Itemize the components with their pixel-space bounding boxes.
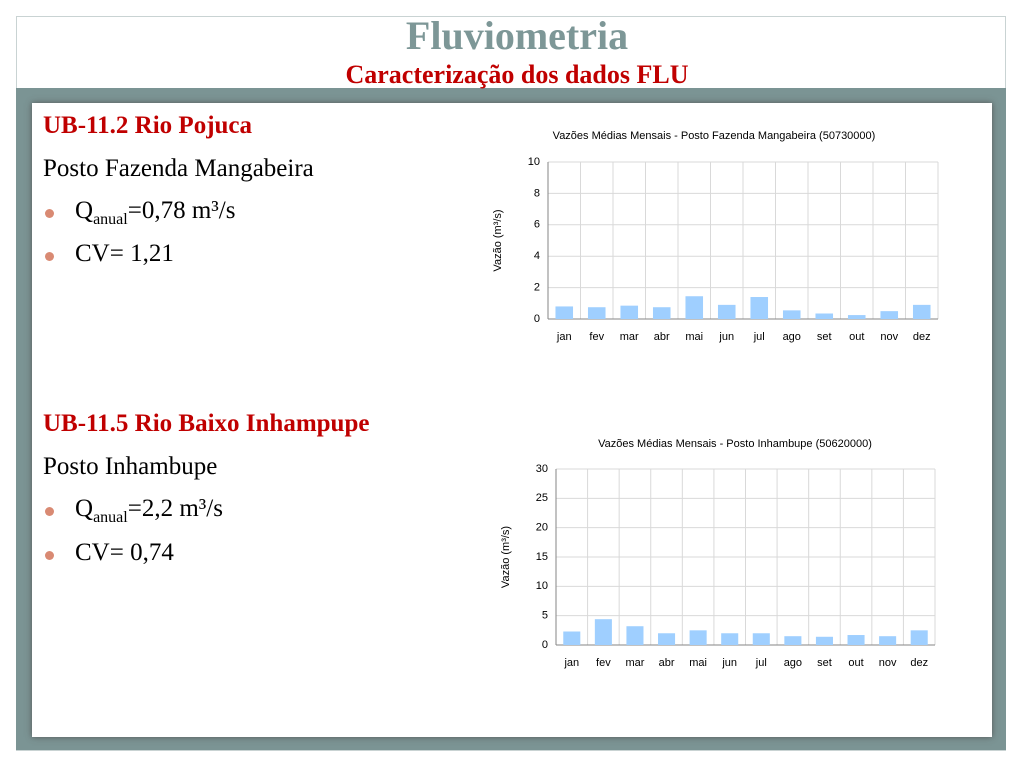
- bar: [685, 296, 704, 319]
- bar: [658, 633, 676, 645]
- bar: [626, 626, 644, 645]
- chart: Vazões Médias Mensais - Posto Fazenda Ma…: [492, 130, 939, 343]
- y-axis-label: Vazão (m³/s): [492, 209, 504, 271]
- y-tick-label: 10: [528, 156, 540, 168]
- chart: Vazões Médias Mensais - Posto Inhambupe …: [500, 438, 936, 669]
- chart-title: Vazões Médias Mensais - Posto Inhambupe …: [598, 438, 872, 450]
- bar: [750, 297, 769, 319]
- y-tick-label: 5: [542, 610, 548, 622]
- y-tick-label: 2: [534, 282, 540, 294]
- x-tick-label: jun: [721, 657, 737, 669]
- bar: [879, 636, 897, 645]
- bar: [555, 306, 574, 319]
- slide-title: Fluviometria: [405, 13, 629, 58]
- x-tick-label: mar: [620, 331, 639, 343]
- y-axis-label: Vazão (m³/s): [500, 526, 512, 588]
- x-tick-label: out: [848, 657, 863, 669]
- x-tick-label: mar: [625, 657, 644, 669]
- bar: [717, 304, 736, 319]
- bar: [912, 304, 931, 319]
- x-tick-label: fev: [596, 657, 611, 669]
- x-tick-label: jan: [556, 331, 572, 343]
- y-tick-label: 6: [534, 219, 540, 231]
- bar: [815, 313, 834, 319]
- section-heading: UB-11.2 Rio Pojuca: [43, 112, 253, 139]
- bullet: [45, 252, 54, 261]
- y-tick-label: 0: [534, 313, 540, 325]
- bullet: [45, 551, 54, 560]
- y-tick-label: 15: [536, 551, 548, 563]
- bullet-text: Qanual=0,78 m³/s: [75, 197, 235, 229]
- y-tick-label: 30: [536, 463, 548, 475]
- bar: [847, 635, 865, 645]
- x-tick-label: jul: [755, 657, 767, 669]
- x-tick-label: abr: [659, 657, 675, 669]
- bullet: [45, 209, 54, 218]
- x-tick-label: abr: [654, 331, 670, 343]
- x-tick-label: set: [817, 331, 832, 343]
- bar: [689, 630, 707, 645]
- bullet: [45, 507, 54, 516]
- bar: [910, 630, 928, 645]
- q-value: =2,2 m³/s: [127, 495, 223, 522]
- x-tick-label: ago: [783, 331, 801, 343]
- x-tick-label: set: [817, 657, 832, 669]
- y-tick-label: 8: [534, 187, 540, 199]
- bullet-text: Qanual=2,2 m³/s: [75, 495, 223, 527]
- content-panel: [32, 103, 992, 737]
- bar: [847, 315, 866, 319]
- station: Posto Inhambupe: [43, 453, 218, 480]
- q: Q: [75, 197, 94, 224]
- q-sub: anual: [93, 509, 128, 526]
- bar: [563, 631, 581, 645]
- y-tick-label: 4: [534, 250, 540, 262]
- bar: [752, 633, 770, 645]
- x-tick-label: ago: [784, 657, 802, 669]
- x-tick-label: jul: [753, 331, 765, 343]
- y-tick-label: 10: [536, 580, 548, 592]
- bar: [652, 307, 671, 319]
- y-tick-label: 0: [542, 639, 548, 651]
- y-tick-label: 20: [536, 522, 548, 534]
- bar: [620, 305, 639, 319]
- y-tick-label: 25: [536, 492, 548, 504]
- slide-subtitle: Caracterização dos dados FLU: [345, 60, 689, 89]
- bar: [880, 311, 899, 319]
- x-tick-label: fev: [589, 331, 604, 343]
- bar: [784, 636, 802, 645]
- x-tick-label: mai: [689, 657, 707, 669]
- x-tick-label: dez: [910, 657, 928, 669]
- bar: [587, 307, 606, 319]
- bullet-text: CV= 1,21: [75, 240, 174, 267]
- x-tick-label: out: [849, 331, 864, 343]
- q-sub: anual: [93, 211, 128, 228]
- x-tick-label: mai: [685, 331, 703, 343]
- station: Posto Fazenda Mangabeira: [43, 155, 314, 182]
- x-tick-label: dez: [913, 331, 931, 343]
- x-tick-label: jun: [718, 331, 734, 343]
- x-tick-label: jan: [563, 657, 579, 669]
- bar: [721, 633, 739, 645]
- bar: [782, 310, 801, 319]
- bar: [594, 619, 612, 645]
- section-heading: UB-11.5 Rio Baixo Inhampupe: [43, 410, 370, 437]
- x-tick-label: nov: [879, 657, 897, 669]
- bullet-text: CV= 0,74: [75, 539, 174, 566]
- x-tick-label: nov: [880, 331, 898, 343]
- q-value: =0,78 m³/s: [127, 197, 236, 224]
- bar: [815, 636, 833, 645]
- q: Q: [75, 495, 94, 522]
- chart-title: Vazões Médias Mensais - Posto Fazenda Ma…: [553, 130, 876, 142]
